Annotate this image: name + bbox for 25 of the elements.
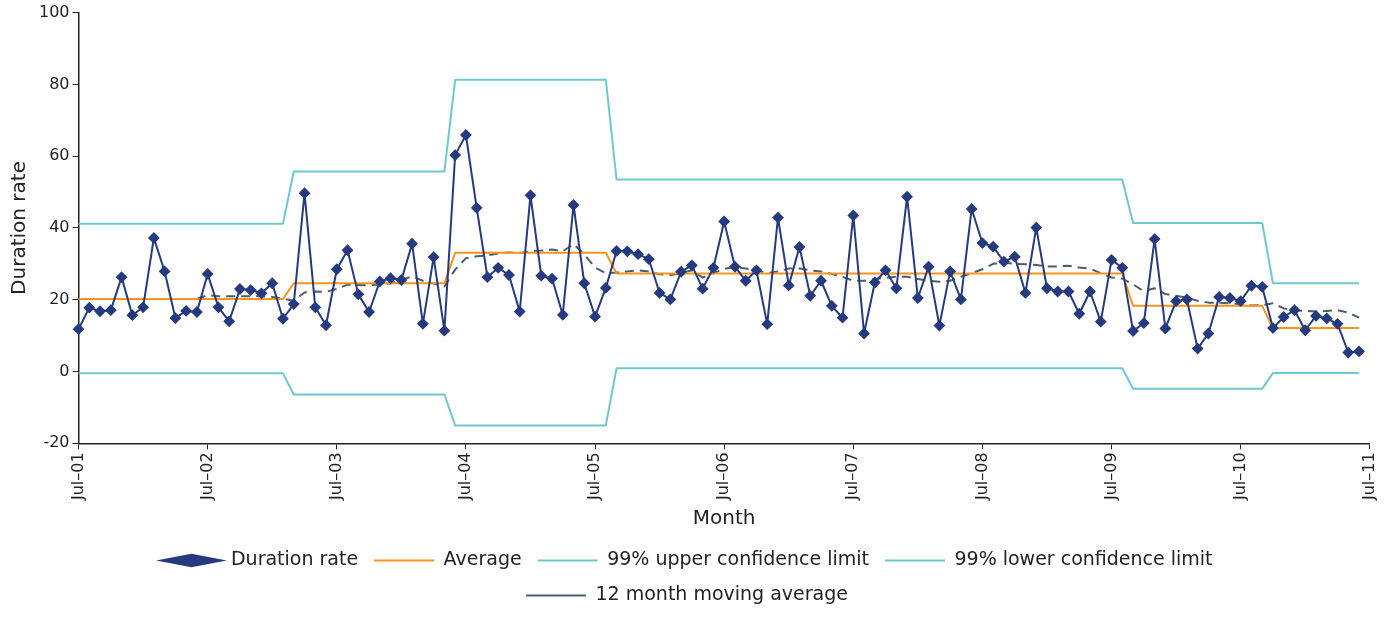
y-tick-label: -20 xyxy=(43,432,70,452)
x-axis-title: Month xyxy=(692,505,756,530)
x-tick-label: Jul–03 xyxy=(325,452,345,502)
legend-label: Duration rate xyxy=(230,547,359,570)
x-tick-label: Jul–08 xyxy=(971,452,991,502)
legend-label: 12 month moving average xyxy=(595,582,849,605)
y-tick-label: 20 xyxy=(49,288,70,308)
y-axis-title: Duration rate xyxy=(6,161,31,295)
x-tick-label: Jul–11 xyxy=(1358,452,1378,502)
x-tick-label: Jul–10 xyxy=(1229,452,1249,502)
y-tick-label: 40 xyxy=(49,217,70,237)
x-tick-label: Jul–05 xyxy=(584,452,604,502)
y-tick-label: 80 xyxy=(49,73,70,93)
y-tick-label: 0 xyxy=(59,360,70,380)
x-tick-label: Jul–07 xyxy=(842,452,862,502)
x-tick-label: Jul–04 xyxy=(455,452,475,502)
legend-label: 99% lower confidence limit xyxy=(954,547,1213,570)
legend-label: Average xyxy=(443,547,522,570)
x-tick-label: Jul–01 xyxy=(67,452,87,502)
x-tick-label: Jul–02 xyxy=(196,452,216,502)
y-tick-label: 60 xyxy=(49,145,70,165)
x-tick-label: Jul–06 xyxy=(713,452,733,502)
y-tick-label: 100 xyxy=(38,1,70,21)
legend-label: 99% upper confidence limit xyxy=(607,547,869,570)
x-tick-label: Jul–09 xyxy=(1100,452,1120,502)
